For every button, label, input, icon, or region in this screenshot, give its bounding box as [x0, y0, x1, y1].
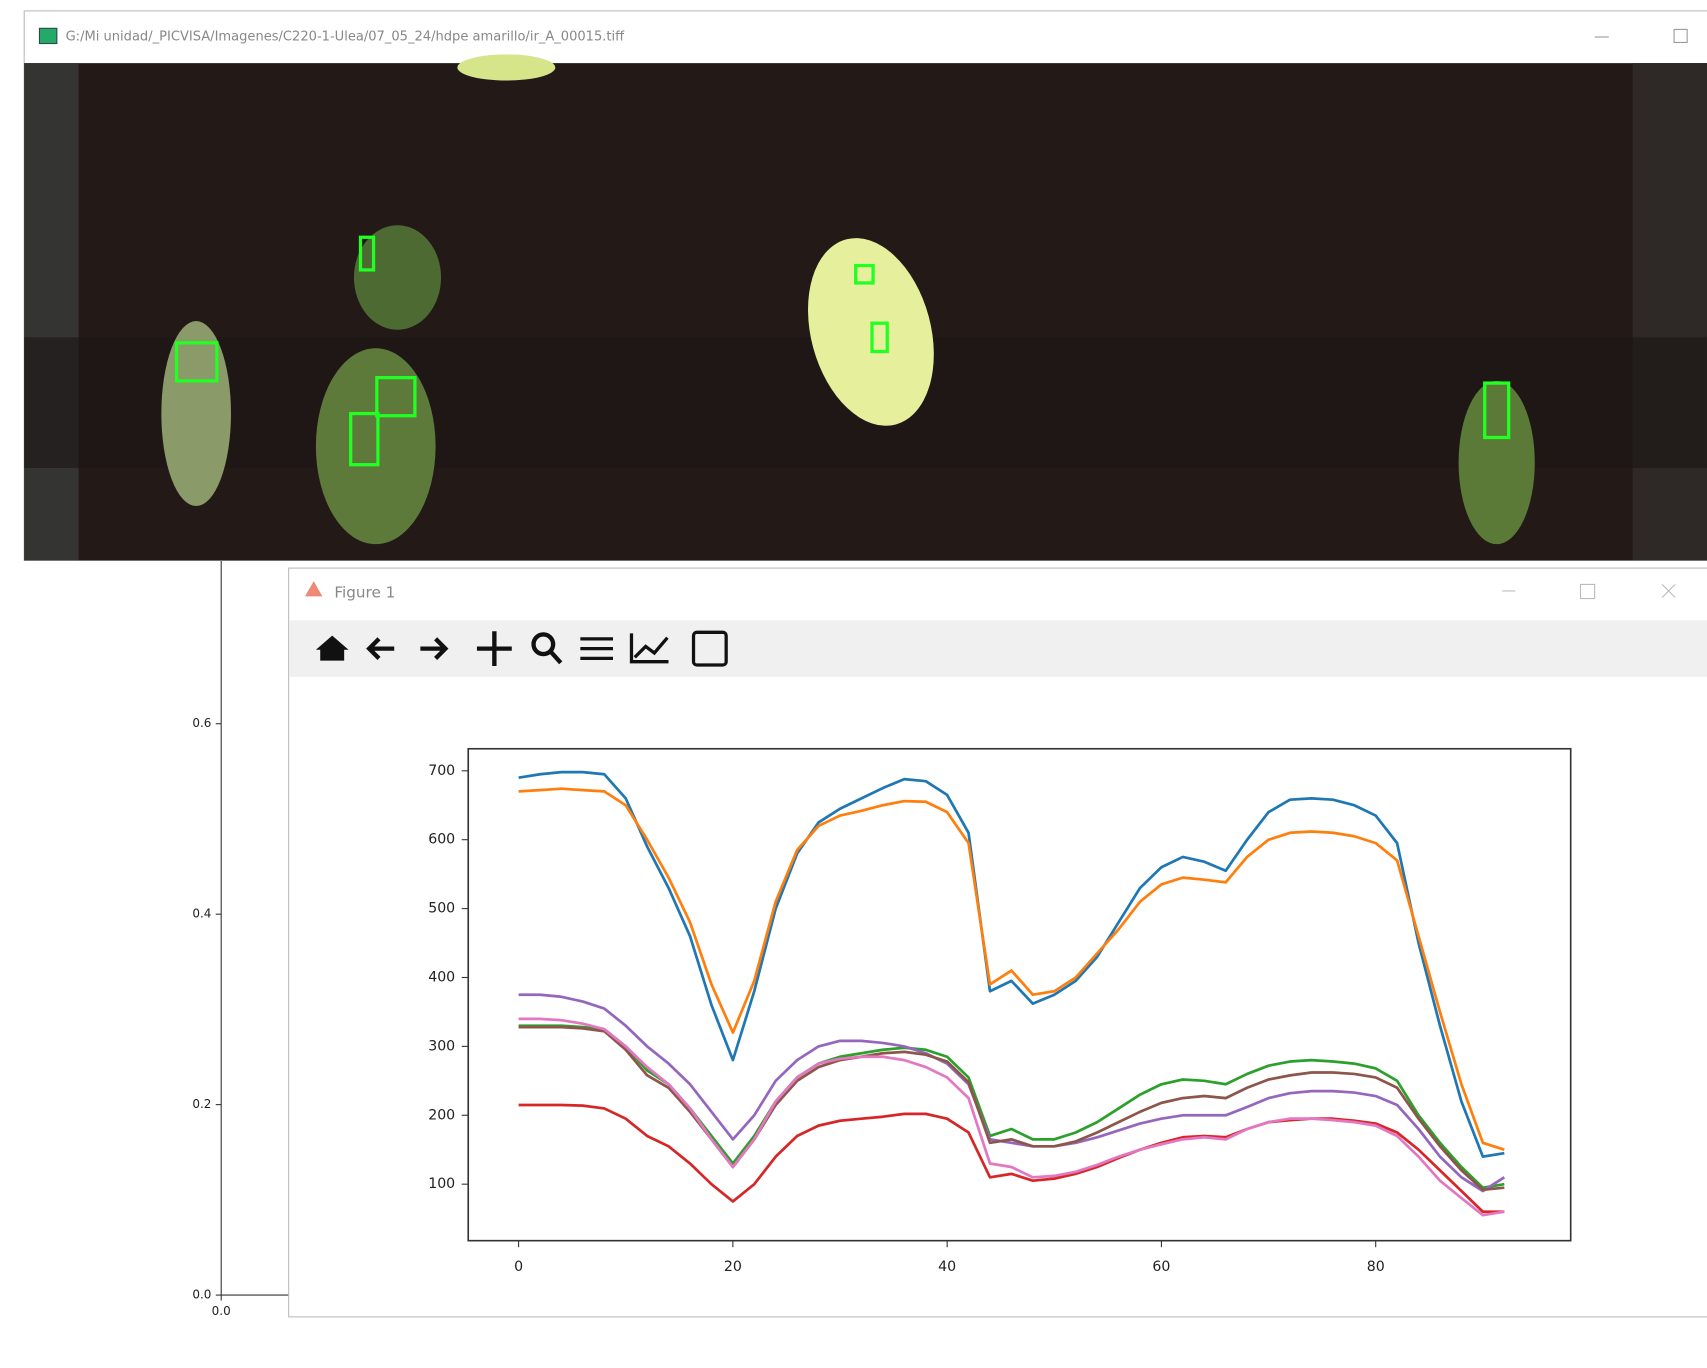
y-tick-label: 100: [428, 1176, 455, 1192]
x-tick-label: 20: [724, 1259, 742, 1275]
window-title: Figure 1: [334, 584, 395, 602]
y-tick-label: 700: [428, 763, 455, 779]
x-tick-label: 60: [1152, 1259, 1170, 1275]
screen: {"image_window":{"title":"G:/Mi unidad/_…: [0, 0, 1707, 1368]
y-tick-label: 0.0: [192, 1288, 211, 1302]
window-icon: [39, 28, 56, 43]
y-tick-label: 0.2: [192, 1097, 211, 1111]
y-tick-label: 0.6: [192, 716, 211, 730]
x-tick-label: 40: [938, 1259, 956, 1275]
image-region: [1633, 63, 1707, 560]
x-tick-label: 80: [1367, 1259, 1385, 1275]
figure-window: Figure 1 100 200 300 400 500 600 700 0 20 40 60 80: [289, 568, 1707, 1317]
plot-axes: [468, 749, 1570, 1241]
object: [161, 321, 231, 506]
object: [1459, 381, 1535, 544]
window-title: G:/Mi unidad/_PICVISA/Imagenes/C220-1-Ul…: [66, 30, 626, 45]
desktop: 0.00.20.40.60.00.20.40.60.81.0 G:/Mi uni…: [0, 0, 1707, 1368]
x-tick-label: 0.0: [212, 1304, 231, 1318]
image-window: G:/Mi unidad/_PICVISA/Imagenes/C220-1-Ul…: [24, 11, 1707, 561]
object: [354, 225, 441, 329]
y-tick-label: 0.4: [192, 907, 211, 921]
x-tick-label: 0: [514, 1259, 523, 1275]
y-tick-label: 300: [428, 1038, 455, 1054]
y-tick-label: 200: [428, 1107, 455, 1123]
y-tick-label: 500: [428, 901, 455, 917]
image-region: [24, 63, 78, 560]
y-tick-label: 400: [428, 969, 455, 985]
object: [457, 54, 555, 80]
y-tick-label: 600: [428, 832, 455, 848]
